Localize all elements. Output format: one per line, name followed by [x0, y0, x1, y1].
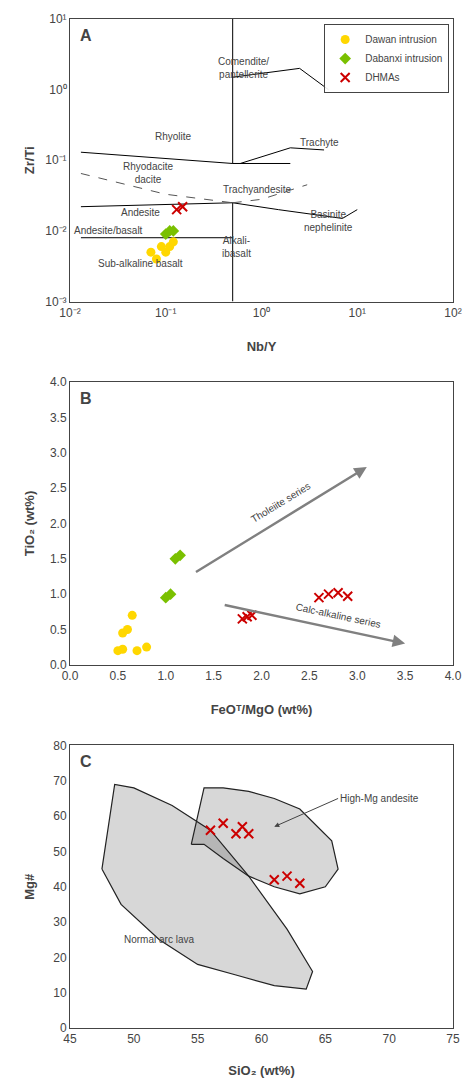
svg-text:0: 0 [60, 1021, 67, 1035]
svg-text:0.5: 0.5 [50, 623, 67, 637]
svg-text:3.5: 3.5 [50, 411, 67, 425]
svg-text:80: 80 [53, 739, 67, 753]
svg-text:10⁻¹: 10⁻¹ [45, 153, 66, 167]
svg-text:0.5: 0.5 [110, 669, 127, 683]
svg-text:TiO₂ (wt%): TiO₂ (wt%) [22, 491, 37, 556]
svg-text:30: 30 [53, 915, 67, 929]
svg-text:10⁻²: 10⁻² [45, 224, 66, 238]
svg-text:60: 60 [53, 809, 67, 823]
svg-text:1.5: 1.5 [50, 552, 67, 566]
svg-text:A: A [80, 27, 92, 44]
svg-text:1.0: 1.0 [157, 669, 174, 683]
svg-text:50: 50 [53, 845, 67, 859]
svg-text:1.5: 1.5 [205, 669, 222, 683]
svg-text:45: 45 [63, 1032, 77, 1046]
svg-text:C: C [80, 753, 92, 770]
svg-text:Nb/Y: Nb/Y [247, 339, 277, 354]
svg-text:10⁰: 10⁰ [253, 306, 270, 320]
svg-text:Comendite/pantellerite: Comendite/pantellerite [218, 56, 269, 80]
svg-text:3.5: 3.5 [397, 669, 414, 683]
svg-text:Trachyandesite: Trachyandesite [223, 184, 291, 195]
svg-text:Andesite/basalt: Andesite/basalt [74, 225, 143, 236]
svg-text:20: 20 [53, 951, 67, 965]
svg-text:70: 70 [53, 774, 67, 788]
svg-text:DHMAs: DHMAs [365, 72, 399, 83]
svg-text:2.5: 2.5 [50, 481, 67, 495]
svg-text:0.0: 0.0 [50, 658, 67, 672]
svg-text:Andesite: Andesite [121, 207, 160, 218]
svg-text:10: 10 [53, 986, 67, 1000]
svg-text:10¹: 10¹ [349, 306, 366, 320]
svg-text:Basinitenephelinite: Basinitenephelinite [304, 209, 353, 233]
svg-text:Zr/Ti: Zr/Ti [22, 146, 37, 174]
svg-text:Rhyodacitedacite: Rhyodacitedacite [123, 161, 173, 185]
svg-text:10⁻²: 10⁻² [59, 306, 80, 320]
svg-text:60: 60 [255, 1032, 269, 1046]
svg-text:50: 50 [127, 1032, 141, 1046]
svg-text:55: 55 [191, 1032, 205, 1046]
svg-text:Rhyolite: Rhyolite [155, 131, 192, 142]
svg-text:Dabanxi intrusion: Dabanxi intrusion [365, 53, 442, 64]
svg-text:70: 70 [382, 1032, 396, 1046]
svg-text:3.0: 3.0 [50, 446, 67, 460]
svg-text:0.0: 0.0 [62, 669, 79, 683]
svg-text:SiO₂ (wt%): SiO₂ (wt%) [228, 1063, 294, 1078]
svg-text:2.5: 2.5 [301, 669, 318, 683]
svg-text:10¹: 10¹ [49, 12, 66, 26]
svg-text:FeOᵀ/MgO (wt%): FeOᵀ/MgO (wt%) [211, 702, 313, 717]
svg-text:Alkali-ibasalt: Alkali-ibasalt [222, 235, 251, 259]
svg-text:2.0: 2.0 [253, 669, 270, 683]
svg-text:4.0: 4.0 [50, 375, 67, 389]
svg-text:B: B [80, 390, 92, 407]
svg-text:2.0: 2.0 [50, 517, 67, 531]
svg-text:Dawan intrusion: Dawan intrusion [365, 34, 437, 45]
svg-text:Normal arc lava: Normal arc lava [124, 934, 194, 945]
svg-text:Tholeiite series: Tholeiite series [249, 480, 312, 524]
svg-text:40: 40 [53, 880, 67, 894]
svg-text:75: 75 [446, 1032, 460, 1046]
svg-text:High-Mg andesite: High-Mg andesite [340, 793, 419, 804]
svg-text:10²: 10² [444, 306, 461, 320]
svg-text:65: 65 [319, 1032, 333, 1046]
svg-text:Mg#: Mg# [22, 873, 37, 900]
svg-text:3.0: 3.0 [349, 669, 366, 683]
svg-text:10⁻¹: 10⁻¹ [155, 306, 176, 320]
svg-text:10⁰: 10⁰ [49, 83, 66, 97]
svg-text:Sub-alkaline basalt: Sub-alkaline basalt [98, 258, 183, 269]
svg-text:4.0: 4.0 [445, 669, 462, 683]
svg-text:1.0: 1.0 [50, 587, 67, 601]
svg-text:10⁻³: 10⁻³ [45, 295, 66, 309]
svg-text:Calc-alkaline series: Calc-alkaline series [295, 601, 382, 630]
svg-text:Trachyte: Trachyte [300, 137, 339, 148]
